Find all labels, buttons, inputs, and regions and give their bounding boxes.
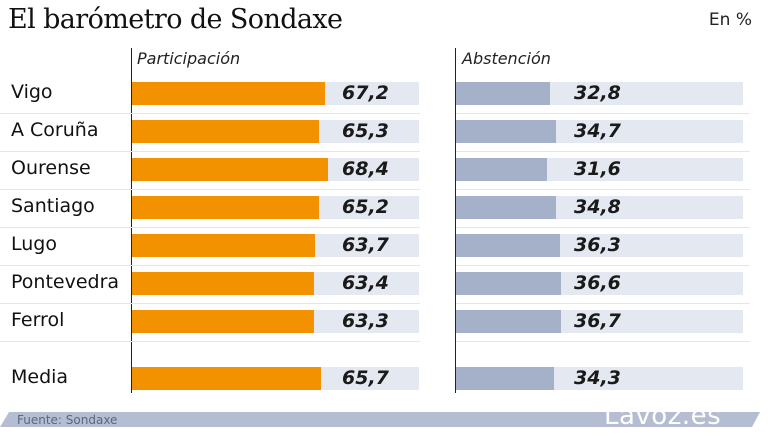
data-label-participation: 65,7 bbox=[342, 367, 389, 389]
row-separator bbox=[0, 265, 420, 266]
bar-track-participation: 67,2 bbox=[132, 82, 419, 105]
data-label-abstention: 34,8 bbox=[574, 196, 621, 218]
data-label-participation: 63,7 bbox=[342, 234, 389, 256]
series-header-abstention: Abstención bbox=[462, 49, 551, 68]
bar-abstention bbox=[456, 196, 556, 219]
bar-track-abstention: 31,6 bbox=[456, 158, 743, 181]
row-separator bbox=[456, 341, 750, 342]
bar-track-participation: 65,2 bbox=[132, 196, 419, 219]
row-separator bbox=[456, 265, 750, 266]
chart-title: El barómetro de Sondaxe bbox=[8, 4, 343, 35]
category-label: Pontevedra bbox=[11, 271, 120, 293]
bar-track-abstention: 36,3 bbox=[456, 234, 743, 257]
bar-track-abstention: 36,7 bbox=[456, 310, 743, 333]
data-label-abstention: 36,3 bbox=[574, 234, 621, 256]
row-separator bbox=[0, 189, 420, 190]
series-header-participation: Participación bbox=[137, 49, 241, 68]
bar-track-abstention: 34,7 bbox=[456, 120, 743, 143]
bar-track-participation: 65,3 bbox=[132, 120, 419, 143]
bar-abstention bbox=[456, 272, 562, 295]
bar-participation bbox=[132, 272, 314, 295]
brand-logo: Lavoz.es bbox=[604, 401, 722, 431]
axis-line-participation bbox=[131, 48, 132, 393]
row-separator bbox=[0, 113, 420, 114]
bar-track-participation: 63,3 bbox=[132, 310, 419, 333]
category-label: Santiago bbox=[11, 195, 95, 217]
category-label: Vigo bbox=[11, 81, 53, 103]
row-separator bbox=[456, 303, 750, 304]
bar-track-participation: 68,4 bbox=[132, 158, 419, 181]
category-label: A Coruña bbox=[11, 119, 99, 141]
data-label-participation: 63,3 bbox=[342, 310, 389, 332]
bar-track-participation: 65,7 bbox=[132, 367, 419, 390]
bar-participation bbox=[132, 310, 314, 333]
bar-abstention bbox=[456, 234, 561, 257]
row-separator bbox=[456, 189, 750, 190]
bar-abstention bbox=[456, 310, 562, 333]
data-label-abstention: 34,3 bbox=[574, 367, 621, 389]
row-separator bbox=[456, 151, 750, 152]
bar-track-abstention: 32,8 bbox=[456, 82, 743, 105]
bar-participation bbox=[132, 158, 329, 181]
bar-track-abstention: 36,6 bbox=[456, 272, 743, 295]
data-label-abstention: 34,7 bbox=[574, 120, 621, 142]
data-label-abstention: 31,6 bbox=[574, 158, 621, 180]
row-separator bbox=[0, 227, 420, 228]
axis-line-abstention bbox=[455, 48, 456, 393]
row-separator bbox=[0, 341, 420, 342]
source-note: Fuente: Sondaxe bbox=[17, 413, 118, 427]
bar-abstention bbox=[456, 367, 555, 390]
bar-participation bbox=[132, 82, 325, 105]
bar-track-abstention: 34,3 bbox=[456, 367, 743, 390]
bar-participation bbox=[132, 234, 315, 257]
unit-label: En % bbox=[708, 10, 752, 30]
row-separator bbox=[0, 303, 420, 304]
data-label-abstention: 36,7 bbox=[574, 310, 621, 332]
bar-abstention bbox=[456, 120, 556, 143]
row-separator bbox=[456, 227, 750, 228]
row-separator bbox=[0, 151, 420, 152]
data-label-abstention: 36,6 bbox=[574, 272, 621, 294]
bar-abstention bbox=[456, 82, 551, 105]
category-label: Lugo bbox=[11, 233, 57, 255]
category-label: Ferrol bbox=[11, 309, 65, 331]
bar-track-participation: 63,4 bbox=[132, 272, 419, 295]
footer-band bbox=[0, 412, 768, 427]
data-label-participation: 65,2 bbox=[342, 196, 389, 218]
bar-participation bbox=[132, 120, 320, 143]
category-label: Ourense bbox=[11, 157, 91, 179]
data-label-participation: 65,3 bbox=[342, 120, 389, 142]
data-label-participation: 63,4 bbox=[342, 272, 389, 294]
row-separator bbox=[456, 113, 750, 114]
bar-track-participation: 63,7 bbox=[132, 234, 419, 257]
bar-participation bbox=[132, 196, 320, 219]
data-label-abstention: 32,8 bbox=[574, 82, 621, 104]
data-label-participation: 68,4 bbox=[342, 158, 389, 180]
bar-track-abstention: 34,8 bbox=[456, 196, 743, 219]
category-label: Media bbox=[11, 366, 69, 388]
data-label-participation: 67,2 bbox=[342, 82, 389, 104]
bar-participation bbox=[132, 367, 321, 390]
bar-abstention bbox=[456, 158, 547, 181]
footer-band-shape bbox=[0, 412, 760, 427]
